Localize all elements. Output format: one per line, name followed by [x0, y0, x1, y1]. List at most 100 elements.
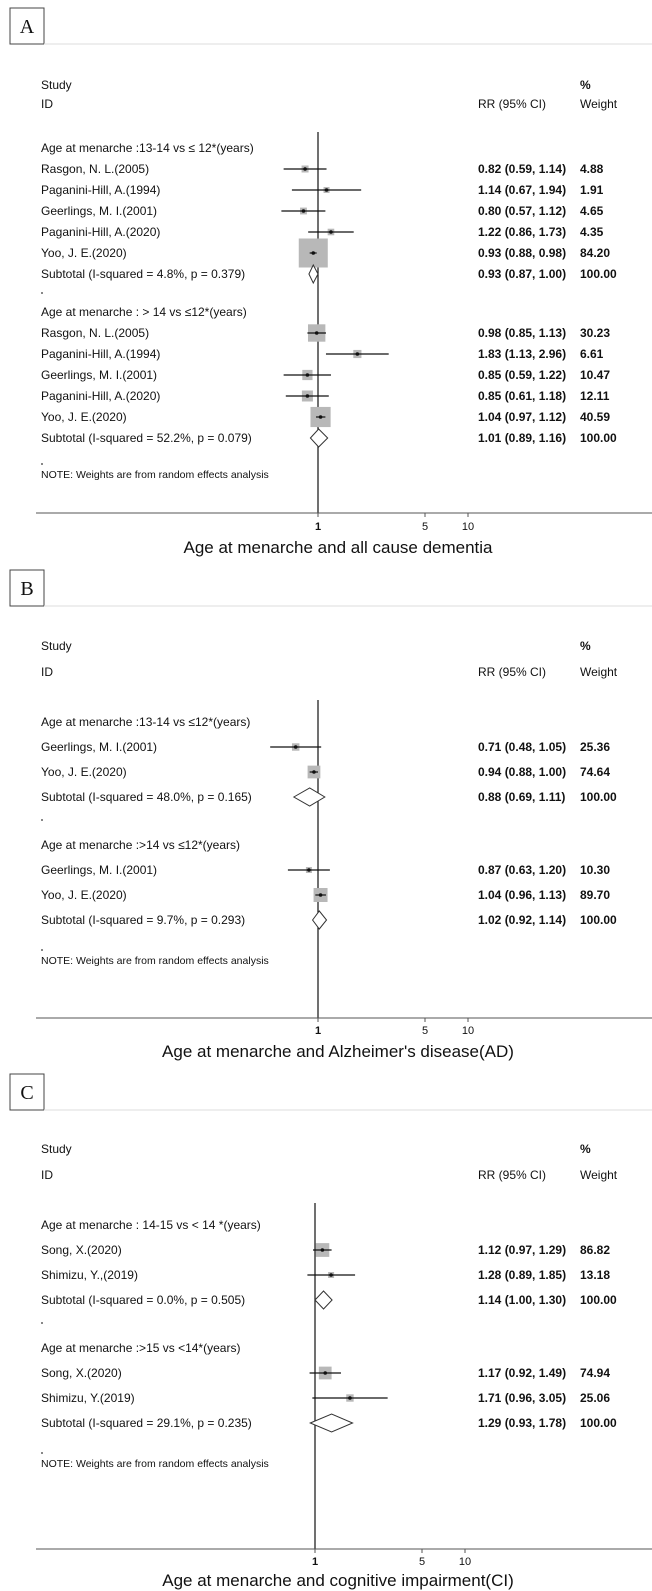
study-name: Song, X.(2020) [41, 1243, 122, 1257]
header-study: Study [41, 78, 72, 92]
x-tick-label: 5 [422, 1025, 428, 1037]
note-dot [41, 949, 43, 951]
subtotal-diamond [308, 263, 319, 285]
study-rr-ci: 1.22 (0.86, 1.73) [478, 225, 566, 239]
panel-caption: Age at menarche and cognitive impairment… [162, 1571, 514, 1590]
study-name: Paganini-Hill, A.(2020) [41, 389, 160, 403]
study-point [293, 745, 298, 749]
x-tick-label: 1 [315, 1025, 321, 1037]
study-point [318, 415, 323, 419]
study-weight: 10.30 [580, 863, 610, 877]
study-rr-ci: 0.80 (0.57, 1.12) [478, 204, 566, 218]
subtotal-diamond [309, 428, 329, 448]
note-text: NOTE: Weights are from random effects an… [41, 1458, 269, 1470]
study-point [348, 1396, 352, 1400]
study-rr-ci: 0.93 (0.88, 0.98) [478, 246, 566, 260]
subtotal-weight: 100.00 [580, 913, 617, 927]
study-rr-ci: 1.12 (0.97, 1.29) [478, 1243, 566, 1257]
subtotal-weight: 100.00 [580, 431, 617, 445]
subtotal-label: Subtotal (I-squared = 48.0%, p = 0.165) [41, 790, 252, 804]
study-name: Geerlings, M. I.(2001) [41, 368, 157, 382]
study-rr-ci: 1.14 (0.67, 1.94) [478, 183, 566, 197]
subtotal-label: Subtotal (I-squared = 52.2%, p = 0.079) [41, 431, 252, 445]
study-rr-ci: 0.82 (0.59, 1.14) [478, 162, 566, 176]
study-point [355, 352, 360, 356]
x-tick-label: 5 [419, 1556, 425, 1568]
subtotal-rr-ci: 0.93 (0.87, 1.00) [478, 267, 566, 281]
panel-letter: C [20, 1082, 33, 1104]
note-dot [41, 1452, 43, 1454]
study-rr-ci: 1.71 (0.96, 3.05) [478, 1391, 566, 1405]
x-tick-label: 5 [422, 521, 428, 533]
header-id: ID [41, 1168, 53, 1182]
study-rr-ci: 1.04 (0.97, 1.12) [478, 410, 566, 424]
subtotal-weight: 100.00 [580, 267, 617, 281]
study-name: Paganini-Hill, A.(1994) [41, 183, 160, 197]
header-id: ID [41, 665, 53, 679]
study-point [324, 188, 329, 192]
study-point [303, 167, 307, 171]
study-rr-ci: 1.28 (0.89, 1.85) [478, 1268, 566, 1282]
header-weight: Weight [580, 97, 618, 111]
study-weight: 6.61 [580, 347, 604, 361]
subtotal-label: Subtotal (I-squared = 0.0%, p = 0.505) [41, 1293, 245, 1307]
study-rr-ci: 0.98 (0.85, 1.13) [478, 326, 566, 340]
x-tick-label: 10 [462, 1025, 474, 1037]
subtotal-diamond [292, 787, 326, 807]
study-point [305, 394, 310, 398]
header-study: Study [41, 639, 72, 653]
study-point [314, 331, 319, 335]
header-rr-ci: RR (95% CI) [478, 1168, 546, 1182]
study-rr-ci: 0.87 (0.63, 1.20) [478, 863, 566, 877]
study-name: Paganini-Hill, A.(1994) [41, 347, 160, 361]
subgroup-label: Age at menarche :>14 vs ≤12*(years) [41, 838, 240, 852]
study-weight: 4.88 [580, 162, 604, 176]
subtotal-rr-ci: 0.88 (0.69, 1.11) [478, 790, 565, 804]
study-weight: 84.20 [580, 246, 610, 260]
study-weight: 30.23 [580, 326, 610, 340]
study-point [301, 209, 306, 213]
subtotal-weight: 100.00 [580, 790, 617, 804]
study-name: Rasgon, N. L.(2005) [41, 162, 149, 176]
x-tick-label: 1 [315, 521, 321, 533]
study-name: Paganini-Hill, A.(2020) [41, 225, 160, 239]
subgroup-label: Age at menarche :>15 vs <14*(years) [41, 1341, 240, 1355]
study-weight: 4.35 [580, 225, 604, 239]
subtotal-rr-ci: 1.14 (1.00, 1.30) [478, 1293, 566, 1307]
study-weight: 25.06 [580, 1391, 610, 1405]
x-tick-label: 10 [462, 521, 474, 533]
note-text: NOTE: Weights are from random effects an… [41, 955, 269, 967]
study-rr-ci: 0.71 (0.48, 1.05) [478, 740, 566, 754]
subtotal-diamond [314, 1290, 333, 1310]
panel-letter-box [9, 7, 45, 45]
study-name: Shimizu, Y.,(2019) [41, 1268, 138, 1282]
study-weight: 86.82 [580, 1243, 610, 1257]
study-point [320, 1248, 325, 1252]
study-point [318, 893, 323, 897]
spacer-dot [41, 292, 43, 294]
study-weight: 13.18 [580, 1268, 610, 1282]
header-rr-ci: RR (95% CI) [478, 665, 546, 679]
subgroup-label: Age at menarche :13-14 vs ≤ 12*(years) [41, 141, 254, 155]
study-rr-ci: 1.83 (1.13, 2.96) [478, 347, 566, 361]
panel-letter: A [20, 16, 35, 38]
subtotal-diamond [308, 1413, 354, 1433]
study-name: Geerlings, M. I.(2001) [41, 204, 157, 218]
study-weight: 10.47 [580, 368, 610, 382]
subtotal-rr-ci: 1.02 (0.92, 1.14) [478, 913, 566, 927]
study-rr-ci: 1.17 (0.92, 1.49) [478, 1366, 566, 1380]
study-rr-ci: 0.85 (0.59, 1.22) [478, 368, 566, 382]
study-name: Yoo, J. E.(2020) [41, 888, 127, 902]
subtotal-weight: 100.00 [580, 1293, 617, 1307]
subgroup-label: Age at menarche : 14-15 vs < 14 *(years) [41, 1218, 261, 1232]
subtotal-label: Subtotal (I-squared = 29.1%, p = 0.235) [41, 1416, 252, 1430]
subtotal-label: Subtotal (I-squared = 4.8%, p = 0.379) [41, 267, 245, 281]
study-weight: 74.64 [580, 765, 610, 779]
study-point [312, 770, 316, 774]
study-weight: 12.11 [580, 389, 610, 403]
study-rr-ci: 1.04 (0.96, 1.13) [478, 888, 566, 902]
study-name: Yoo, J. E.(2020) [41, 765, 127, 779]
subtotal-rr-ci: 1.29 (0.93, 1.78) [478, 1416, 566, 1430]
study-point [305, 373, 310, 377]
